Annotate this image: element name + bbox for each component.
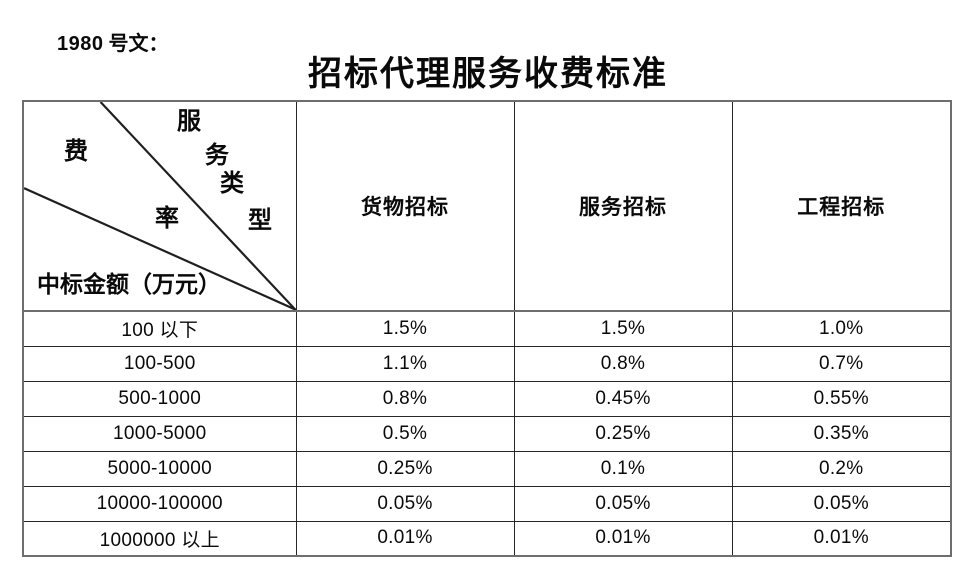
- engineering-rate-cell: 0.05%: [731, 485, 952, 522]
- corner-label-amount-axis: 中标金额（万元）: [37, 272, 221, 297]
- table-row: 1000-5000 0.5% 0.25% 0.35%: [22, 415, 952, 452]
- engineering-rate-cell: 0.35%: [731, 415, 952, 452]
- goods-rate-cell: 0.8%: [295, 380, 515, 417]
- service-rate-cell: 0.1%: [513, 450, 733, 487]
- doc-reference-suffix: 号文：: [103, 33, 169, 55]
- fee-table: 费 服 务 类 型 率 中标金额（万元） 货物招标 服务招标 工程招标 100 …: [22, 100, 952, 557]
- goods-rate-cell: 0.25%: [295, 450, 515, 487]
- engineering-rate-cell: 0.55%: [731, 380, 952, 417]
- amount-range-cell: 100 以下: [22, 310, 297, 347]
- service-rate-cell: 0.01%: [513, 520, 733, 557]
- table-row: 5000-10000 0.25% 0.1% 0.2%: [22, 450, 952, 487]
- table-row: 10000-100000 0.05% 0.05% 0.05%: [22, 485, 952, 522]
- service-rate-cell: 0.25%: [513, 415, 733, 452]
- corner-label-rate-char: 率: [155, 206, 179, 232]
- amount-range-cell: 10000-100000: [22, 485, 297, 522]
- page-title: 招标代理服务收费标准: [308, 56, 668, 93]
- column-header-service: 服务招标: [513, 100, 733, 312]
- column-header-goods: 货物招标: [295, 100, 515, 312]
- goods-rate-cell: 0.01%: [295, 520, 515, 557]
- table-row: 100 以下 1.5% 1.5% 1.0%: [22, 310, 952, 347]
- amount-range-cell: 1000000 以上: [22, 520, 297, 557]
- table-header-row: 费 服 务 类 型 率 中标金额（万元） 货物招标 服务招标 工程招标: [22, 100, 952, 312]
- corner-label-fee-char: 费: [64, 139, 88, 165]
- corner-label-service-char-4: 型: [248, 208, 272, 234]
- goods-rate-cell: 0.5%: [295, 415, 515, 452]
- engineering-rate-cell: 0.2%: [731, 450, 952, 487]
- amount-range-cell: 500-1000: [22, 380, 297, 417]
- amount-range-cell: 5000-10000: [22, 450, 297, 487]
- table-row: 1000000 以上 0.01% 0.01% 0.01%: [22, 520, 952, 557]
- engineering-rate-cell: 1.0%: [731, 310, 952, 347]
- engineering-rate-cell: 0.7%: [731, 345, 952, 382]
- corner-label-service-char-2: 务: [205, 143, 229, 169]
- diagonal-header-cell: 费 服 务 类 型 率 中标金额（万元）: [22, 100, 297, 312]
- table-row: 500-1000 0.8% 0.45% 0.55%: [22, 380, 952, 417]
- column-header-engineering: 工程招标: [731, 100, 952, 312]
- goods-rate-cell: 1.5%: [295, 310, 515, 347]
- corner-label-service-char-3: 类: [220, 171, 244, 197]
- service-rate-cell: 0.45%: [513, 380, 733, 417]
- amount-range-cell: 100-500: [22, 345, 297, 382]
- doc-reference-number: 1980: [57, 33, 104, 55]
- goods-rate-cell: 1.1%: [295, 345, 515, 382]
- service-rate-cell: 1.5%: [513, 310, 733, 347]
- diagonal-divider-lines: [24, 102, 295, 309]
- engineering-rate-cell: 0.01%: [731, 520, 952, 557]
- service-rate-cell: 0.05%: [513, 485, 733, 522]
- service-rate-cell: 0.8%: [513, 345, 733, 382]
- doc-reference: 1980 号文：: [37, 4, 169, 79]
- corner-label-service-char-1: 服: [177, 109, 201, 135]
- amount-range-cell: 1000-5000: [22, 415, 297, 452]
- goods-rate-cell: 0.05%: [295, 485, 515, 522]
- table-row: 100-500 1.1% 0.8% 0.7%: [22, 345, 952, 382]
